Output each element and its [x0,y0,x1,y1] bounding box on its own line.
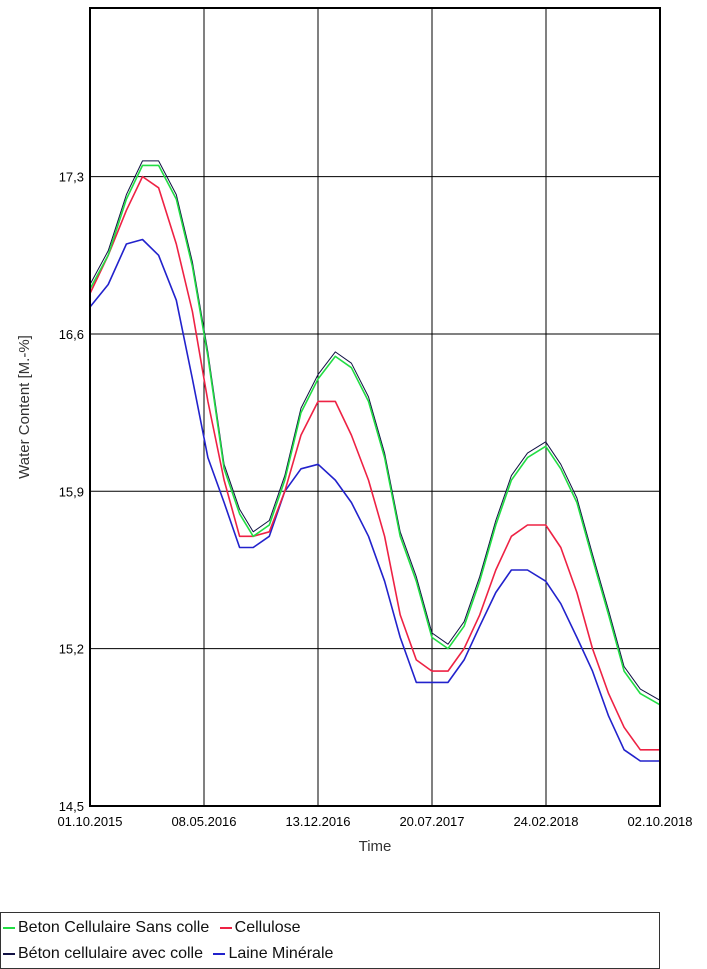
x-tick-label: 08.05.2016 [171,814,236,829]
legend-item-cellulose: Cellulose [219,919,301,937]
y-tick-label: 16,6 [59,327,84,342]
grid-lines [90,8,660,807]
x-tick-label: 24.02.2018 [513,814,578,829]
legend-label: Cellulose [234,919,301,936]
y-axis-title: Water Content [M.-%] [16,335,33,479]
legend-swatch-dark [3,952,15,955]
legend-item-beton-sans-colle: Beton Cellulaire Sans colle [3,919,209,937]
legend-swatch-blue [213,952,226,955]
x-tick-label: 13.12.2016 [285,814,350,829]
series-line-1 [89,175,660,751]
y-tick-label: 15,2 [59,642,84,657]
series-lines [89,160,661,762]
x-axis-title: Time [359,838,392,855]
series-line-3 [89,238,660,762]
y-tick-label: 14,5 [59,799,84,814]
series-line-0 [89,164,661,706]
legend-label: Beton Cellulaire Sans colle [18,919,210,936]
legend-label: Béton cellulaire avec colle [18,945,203,962]
legend-label: Laine Minérale [228,945,334,962]
x-tick-label: 20.07.2017 [399,814,464,829]
x-tick-labels: 01.10.2015 08.05.2016 13.12.2016 20.07.2017… [57,814,692,829]
chart: 14,5 15,2 15,9 16,6 17,3 01.10.2015 08.05.201… [16,7,693,855]
x-tick-label: 01.10.2015 [57,814,122,829]
legend-item-laine-minerale: Laine Minérale [213,945,333,963]
x-tick-label: 02.10.2018 [627,814,692,829]
plot-frame [89,7,661,807]
y-tick-labels: 14,5 15,2 15,9 16,6 17,3 [59,170,84,814]
legend-swatch-green [3,926,15,929]
y-tick-label: 17,3 [59,170,84,185]
y-tick-label: 15,9 [59,484,84,499]
legend: Beton Cellulaire Sans colle Cellulose Bé… [0,912,660,969]
legend-item-beton-avec-colle: Béton cellulaire avec colle [3,945,203,963]
series-line-2 [89,160,661,701]
legend-swatch-red [219,926,232,929]
